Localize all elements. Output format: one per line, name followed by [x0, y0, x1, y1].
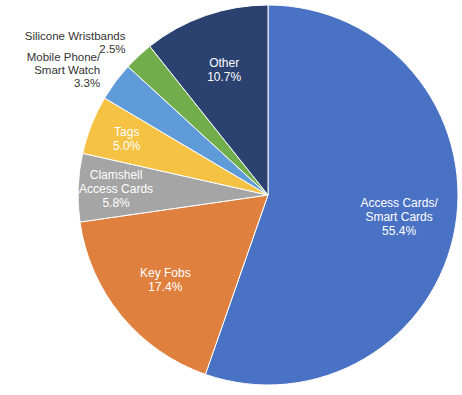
value-label: 3.3% [74, 77, 100, 89]
category-label-line: Silicone Wristbands [25, 30, 126, 42]
chart-container: Access Cards/Smart Cards55.4% Key Fobs17.… [0, 0, 462, 395]
value-label: 55.4% [382, 224, 416, 238]
category-label-line: Smart Watch [34, 64, 100, 76]
category-label: Mobile Phone/Smart Watch [27, 51, 101, 76]
category-label-line: Access Cards [79, 182, 153, 196]
value-label: 5.0% [113, 139, 141, 153]
category-label: Tags [114, 125, 139, 139]
category-label-line: Clamshell [90, 168, 143, 182]
category-label: Access Cards/Smart Cards [360, 196, 438, 224]
value-label: 2.5% [99, 43, 125, 55]
value-label: 10.7% [207, 70, 241, 84]
category-label-line: Tags [114, 125, 139, 139]
pie-slice [80, 195, 268, 374]
value-label: 17.4% [148, 280, 182, 294]
category-label: Other [209, 56, 239, 70]
category-label: Key Fobs [140, 266, 191, 280]
category-label-line: Key Fobs [140, 266, 191, 280]
labels: Access Cards/Smart Cards55.4% Key Fobs17.… [25, 30, 439, 294]
pie-slice [150, 5, 268, 195]
value-label: 5.8% [102, 196, 130, 210]
pie-chart: Access Cards/Smart Cards55.4% Key Fobs17.… [0, 0, 462, 395]
category-label-line: Mobile Phone/ [27, 51, 101, 63]
slices [78, 5, 458, 385]
category-label: Silicone Wristbands [25, 30, 126, 42]
category-label: ClamshellAccess Cards [79, 168, 153, 196]
category-label-line: Other [209, 56, 239, 70]
category-label-line: Smart Cards [365, 210, 432, 224]
category-label-line: Access Cards/ [360, 196, 438, 210]
